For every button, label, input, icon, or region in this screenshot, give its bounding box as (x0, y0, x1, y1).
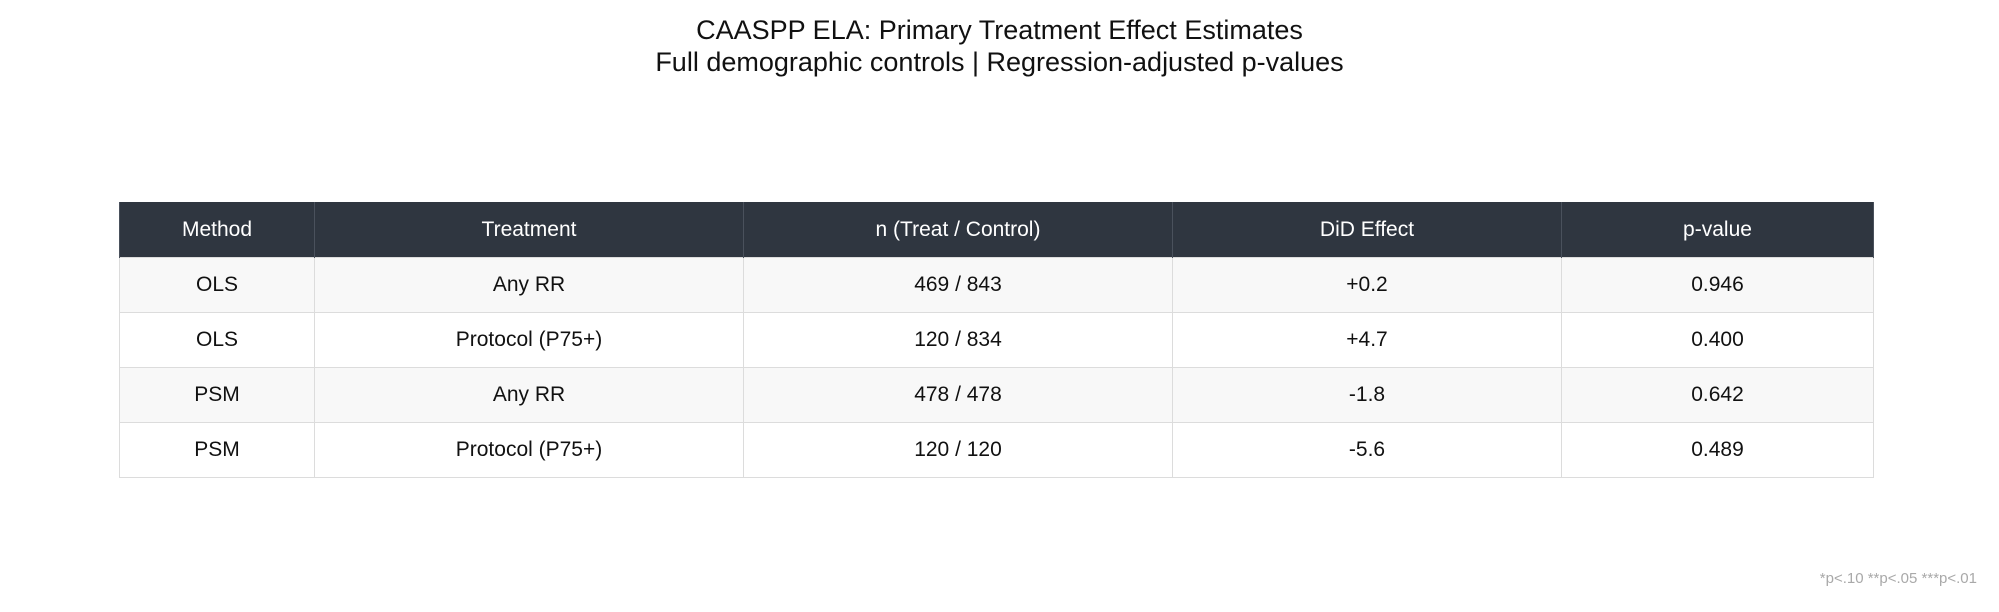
cell-p-value: 0.946 (1561, 257, 1874, 313)
cell-p-value: 0.489 (1561, 422, 1874, 478)
chart-subtitle: Full demographic controls | Regression-a… (655, 47, 1344, 77)
cell-n: 120 / 834 (743, 312, 1173, 368)
chart-title-block: CAASPP ELA: Primary Treatment Effect Est… (0, 14, 1999, 78)
cell-treatment: Any RR (314, 367, 744, 423)
table-row: OLS Any RR 469 / 843 +0.2 0.946 (119, 257, 1874, 313)
results-table-container: Method Treatment n (Treat / Control) DiD… (119, 202, 1874, 478)
cell-n: 469 / 843 (743, 257, 1173, 313)
column-header-did-effect: DiD Effect (1172, 202, 1562, 258)
column-header-p-value: p-value (1561, 202, 1874, 258)
cell-treatment: Protocol (P75+) (314, 422, 744, 478)
column-header-method: Method (119, 202, 315, 258)
cell-did-effect: +4.7 (1172, 312, 1562, 368)
table-row: PSM Any RR 478 / 478 -1.8 0.642 (119, 367, 1874, 423)
cell-method: PSM (119, 422, 315, 478)
column-header-treatment: Treatment (314, 202, 744, 258)
cell-method: PSM (119, 367, 315, 423)
cell-p-value: 0.642 (1561, 367, 1874, 423)
cell-did-effect: -5.6 (1172, 422, 1562, 478)
cell-did-effect: +0.2 (1172, 257, 1562, 313)
cell-method: OLS (119, 257, 315, 313)
table-body: OLS Any RR 469 / 843 +0.2 0.946 OLS Prot… (119, 257, 1874, 478)
cell-n: 120 / 120 (743, 422, 1173, 478)
cell-p-value: 0.400 (1561, 312, 1874, 368)
cell-did-effect: -1.8 (1172, 367, 1562, 423)
cell-treatment: Any RR (314, 257, 744, 313)
header-row: Method Treatment n (Treat / Control) DiD… (119, 202, 1874, 258)
significance-footnote: *p<.10 **p<.05 ***p<.01 (1819, 570, 1977, 587)
column-header-n: n (Treat / Control) (743, 202, 1173, 258)
cell-treatment: Protocol (P75+) (314, 312, 744, 368)
cell-method: OLS (119, 312, 315, 368)
table-row: PSM Protocol (P75+) 120 / 120 -5.6 0.489 (119, 422, 1874, 478)
chart-title: CAASPP ELA: Primary Treatment Effect Est… (696, 15, 1303, 45)
table-row: OLS Protocol (P75+) 120 / 834 +4.7 0.400 (119, 312, 1874, 368)
results-table: Method Treatment n (Treat / Control) DiD… (119, 202, 1874, 478)
cell-n: 478 / 478 (743, 367, 1173, 423)
table-header: Method Treatment n (Treat / Control) DiD… (119, 202, 1874, 258)
